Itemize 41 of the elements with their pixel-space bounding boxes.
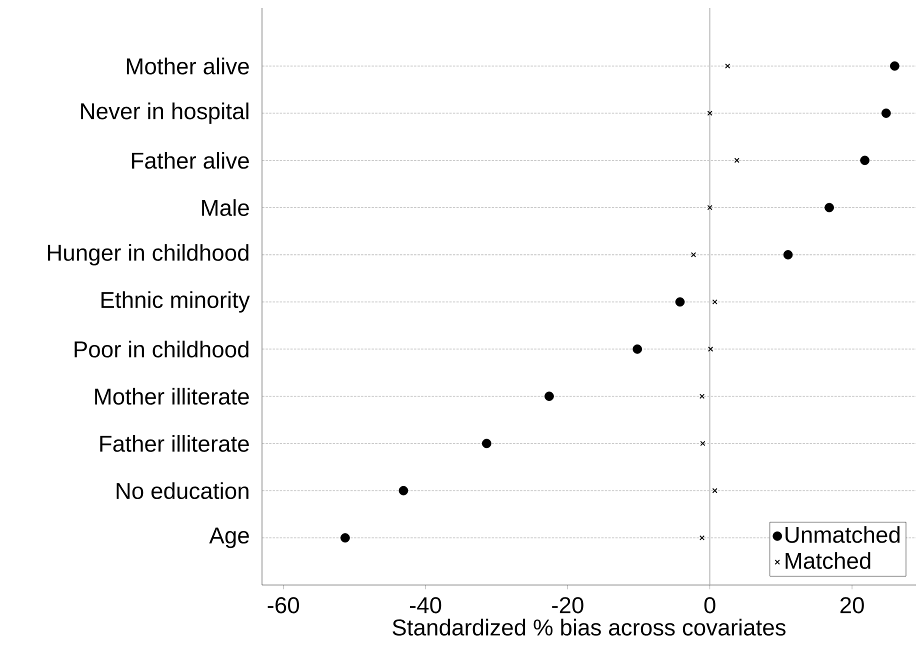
- point: [712, 299, 718, 305]
- point: [482, 438, 492, 448]
- point: [890, 61, 900, 71]
- point: [398, 486, 408, 496]
- point: [699, 535, 705, 540]
- y-tick-label: Poor in childhood: [74, 340, 248, 358]
- point: [707, 110, 712, 116]
- point: [690, 252, 696, 258]
- x-tick-label: 0: [704, 597, 716, 614]
- y-tick-label: Ethnic minority: [102, 291, 250, 313]
- x-tick-label: -20: [552, 597, 584, 614]
- point: [860, 156, 870, 166]
- point: [734, 158, 740, 164]
- legend-label: Unmatched: [786, 526, 900, 543]
- legend-label: Matched: [786, 552, 870, 569]
- point: [712, 488, 718, 494]
- y-tick-label: Male: [202, 199, 249, 216]
- x-axis-title: Standardized % bias across covariates: [392, 618, 786, 636]
- y-tick-label: Mother alive: [126, 58, 249, 74]
- point: [824, 202, 834, 212]
- y-tick-label: Father alive: [132, 152, 249, 169]
- x-tick-label: -60: [268, 597, 299, 614]
- point: [700, 440, 706, 446]
- y-tick-label: Age: [209, 528, 249, 548]
- point: [699, 394, 705, 399]
- point: [881, 108, 891, 118]
- x-tick-label: 20: [840, 597, 864, 614]
- point: [675, 297, 685, 307]
- x-tick-label: -40: [410, 597, 442, 614]
- point: [340, 533, 350, 543]
- y-tick-label: Never in hospital: [81, 102, 248, 124]
- point: [708, 346, 714, 352]
- y-tick-label: Mother illiterate: [95, 388, 249, 405]
- point: [707, 204, 712, 210]
- point: [632, 344, 642, 354]
- point: [544, 392, 554, 401]
- y-tick-label: Father illiterate: [100, 435, 249, 452]
- y-tick-label: No education: [116, 482, 248, 500]
- point: [783, 250, 793, 260]
- y-tick-label: Hunger in childhood: [48, 244, 248, 266]
- point: [725, 63, 730, 69]
